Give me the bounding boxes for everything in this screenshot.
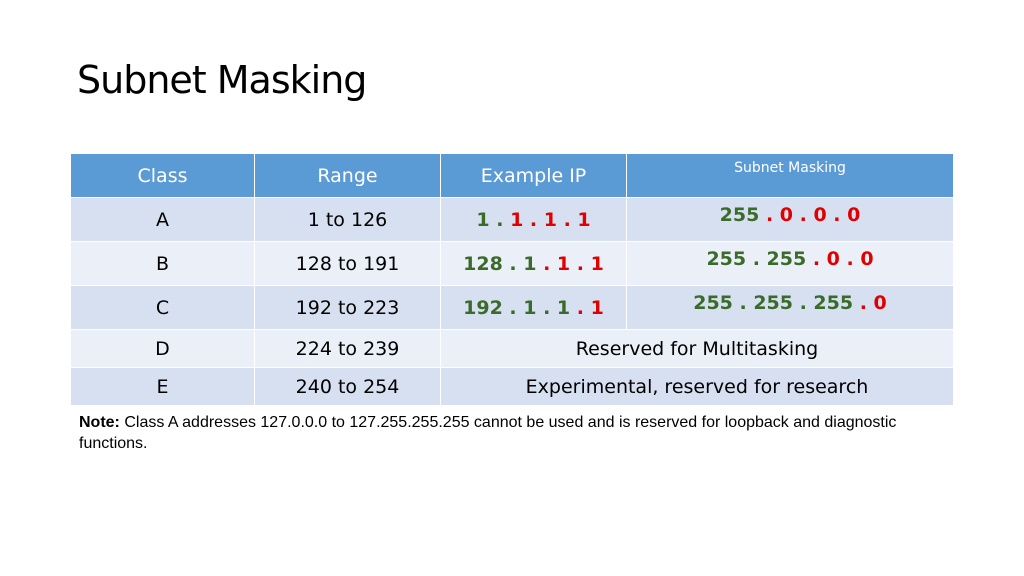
header-range: Range xyxy=(254,153,441,198)
cell-class: A xyxy=(70,197,255,242)
ip-segment: 1 xyxy=(476,208,490,231)
cell-example-ip: 192 . 1 . 1 . 1 xyxy=(440,285,627,330)
page-title: Subnet Masking xyxy=(77,58,367,102)
note: Note: Class A addresses 127.0.0.0 to 127… xyxy=(79,412,949,454)
ip-segment: . xyxy=(489,208,511,231)
header-class: Class xyxy=(70,153,255,198)
cell-subnet-mask: 255 . 255 . 0 . 0 xyxy=(626,241,954,286)
cell-example-ip: 128 . 1 . 1 . 1 xyxy=(440,241,627,286)
cell-example-ip: 1 . 1 . 1 . 1 xyxy=(440,197,627,242)
cell-class: B xyxy=(70,241,255,286)
cell-range: 192 to 223 xyxy=(254,285,441,330)
cell-subnet-mask: 255 . 0 . 0 . 0 xyxy=(626,197,954,242)
note-label: Note: xyxy=(79,414,120,431)
cell-range: 128 to 191 xyxy=(254,241,441,286)
mask-segment: 255 xyxy=(719,204,766,226)
ip-segment: . 1 xyxy=(570,296,604,319)
table-row: C 192 to 223 192 . 1 . 1 . 1 255 . 255 . 25… xyxy=(70,285,954,330)
mask-segment: . 0 . 0 xyxy=(812,248,874,270)
cell-class: C xyxy=(70,285,255,330)
ip-segment: 128 . 1 xyxy=(463,252,537,275)
cell-range: 240 to 254 xyxy=(254,367,441,406)
ip-segment: 1 . 1 . 1 xyxy=(510,208,591,231)
table-row: B 128 to 191 128 . 1 . 1 . 1 255 . 255 . 0 … xyxy=(70,241,954,286)
header-example-ip: Example IP xyxy=(440,153,627,198)
cell-subnet-mask: 255 . 255 . 255 . 0 xyxy=(626,285,954,330)
ip-segment: 192 . 1 . 1 xyxy=(463,296,571,319)
cell-reserved: Reserved for Multitasking xyxy=(440,329,954,368)
ip-segment: . 1 . 1 xyxy=(536,252,604,275)
cell-range: 224 to 239 xyxy=(254,329,441,368)
mask-segment: . 0 xyxy=(859,292,887,314)
cell-reserved: Experimental, reserved for research xyxy=(440,367,954,406)
header-subnet-masking: Subnet Masking xyxy=(626,153,954,198)
table-row: D 224 to 239 Reserved for Multitasking xyxy=(70,329,954,368)
table-header-row: Class Range Example IP Subnet Masking xyxy=(70,153,954,198)
mask-segment: 255 . 255 . 255 xyxy=(693,292,860,314)
cell-class: D xyxy=(70,329,255,368)
cell-range: 1 to 126 xyxy=(254,197,441,242)
mask-segment: . 0 . 0 . 0 xyxy=(765,204,861,226)
table-row: E 240 to 254 Experimental, reserved for re… xyxy=(70,367,954,406)
note-text: Class A addresses 127.0.0.0 to 127.255.2… xyxy=(79,414,897,452)
mask-segment: 255 . 255 xyxy=(706,248,813,270)
cell-class: E xyxy=(70,367,255,406)
